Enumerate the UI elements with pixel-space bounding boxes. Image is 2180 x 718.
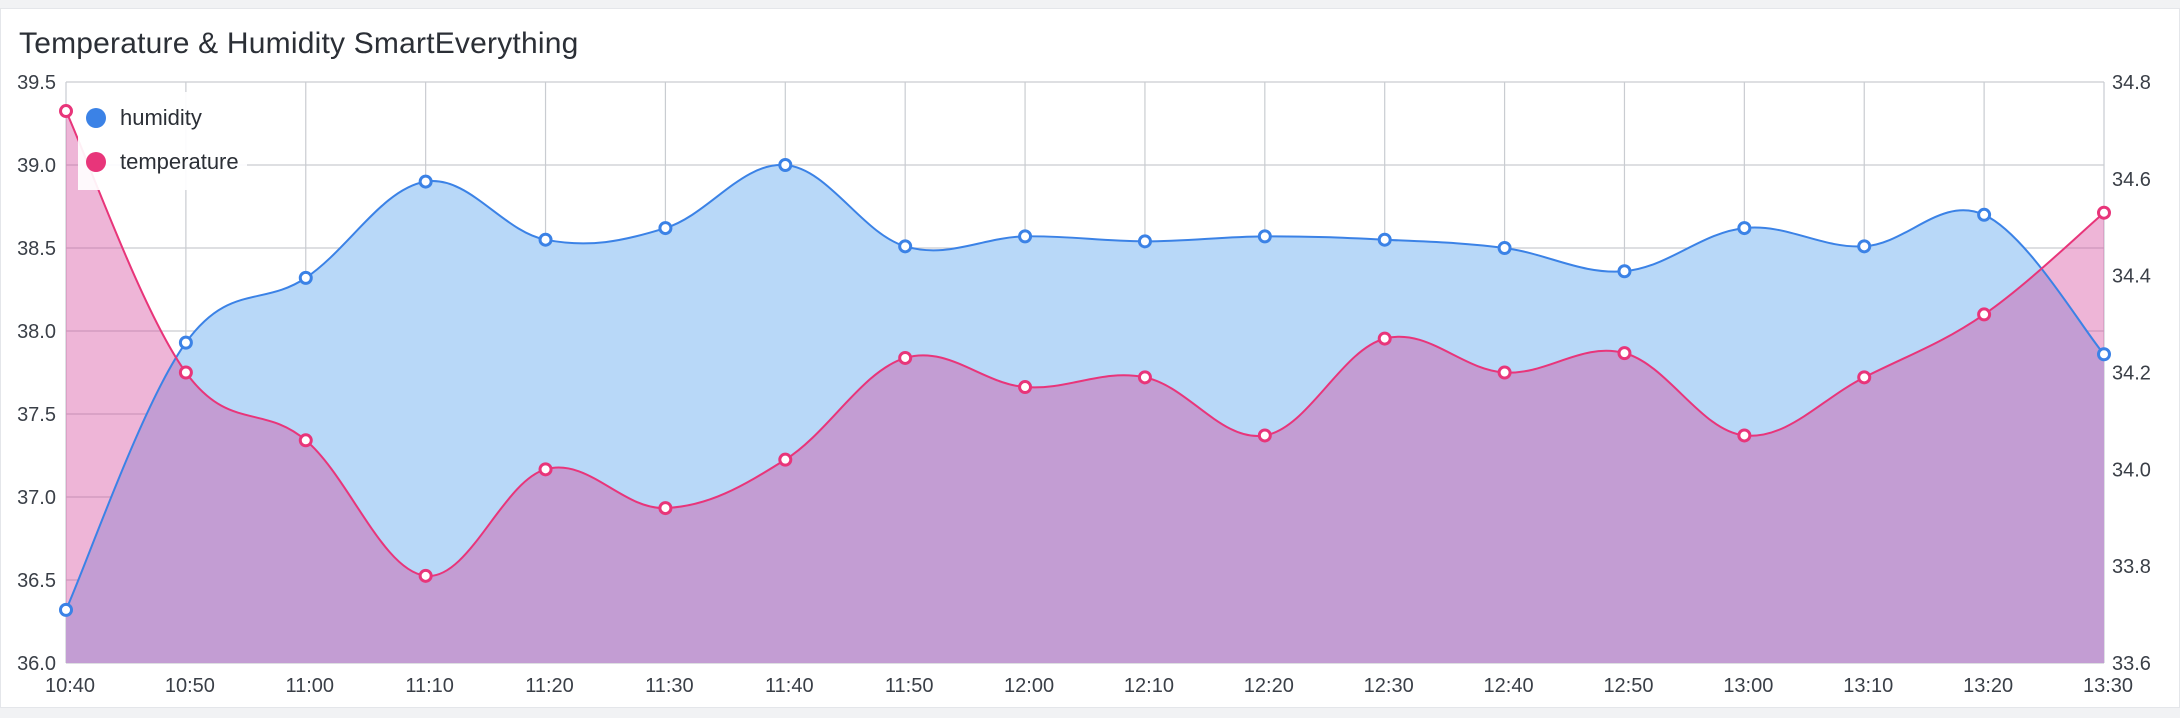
point-temperature [1497, 365, 1512, 380]
point-humidity [59, 602, 73, 617]
x-axis-tick-label: 13:20 [1963, 675, 2013, 697]
chart-legend: humidity temperature [78, 92, 247, 190]
x-axis-tick-label: 11:40 [765, 675, 814, 697]
y-axis-right-tick-label: 34.8 [2112, 72, 2151, 94]
point-temperature [898, 350, 913, 365]
point-temperature [1857, 370, 1872, 385]
point-temperature [1617, 346, 1632, 361]
point-temperature [1257, 428, 1272, 443]
point-temperature [418, 568, 433, 583]
x-axis-tick-label: 13:30 [2083, 675, 2133, 697]
y-axis-right-tick-label: 34.0 [2112, 459, 2151, 481]
x-axis-tick-label: 11:10 [405, 675, 454, 697]
y-axis-left-tick-label: 39.0 [17, 155, 56, 177]
legend-dot-humidity [86, 108, 106, 128]
point-humidity [1617, 264, 1632, 279]
point-temperature [178, 365, 193, 380]
point-humidity [538, 232, 553, 247]
legend-item-temperature[interactable]: temperature [86, 140, 239, 184]
point-temperature [2097, 205, 2111, 220]
area-temperature [66, 111, 2104, 664]
legend-label-temperature: temperature [120, 149, 239, 174]
y-axis-right-tick-label: 34.6 [2112, 169, 2151, 191]
point-humidity [1137, 234, 1152, 249]
point-temperature [59, 104, 73, 119]
x-axis-tick-label: 12:40 [1484, 675, 1534, 697]
y-axis-left-tick-label: 36.5 [17, 570, 56, 592]
point-humidity [658, 221, 673, 236]
y-axis-left-tick-label: 37.5 [17, 404, 56, 426]
point-humidity [1497, 241, 1512, 255]
x-axis-tick-label: 12:00 [1004, 675, 1054, 697]
point-temperature [1737, 428, 1752, 443]
point-humidity [418, 174, 433, 189]
x-axis-tick-label: 10:50 [165, 675, 215, 697]
y-axis-right-tick-label: 34.4 [2112, 266, 2151, 288]
x-axis-tick-label: 12:20 [1244, 675, 1294, 697]
point-humidity [1377, 232, 1392, 247]
point-humidity [1737, 221, 1752, 236]
point-temperature [538, 462, 553, 477]
legend-item-humidity[interactable]: humidity [86, 96, 239, 140]
y-axis-left-tick-label: 38.5 [17, 238, 56, 260]
point-humidity [298, 270, 313, 285]
point-temperature [1377, 331, 1392, 346]
point-humidity [778, 158, 793, 172]
point-temperature [1018, 380, 1033, 395]
area-humidity [66, 164, 2104, 663]
point-humidity [178, 335, 193, 350]
y-axis-left-tick-label: 36.0 [17, 653, 56, 675]
point-humidity [898, 239, 913, 254]
x-axis-tick-label: 11:00 [285, 675, 334, 697]
chart-title: Temperature & Humidity SmartEverything [19, 27, 579, 60]
point-temperature [1137, 370, 1152, 385]
x-axis-tick-label: 12:50 [1603, 675, 1653, 697]
legend-label-humidity: humidity [120, 105, 202, 130]
point-temperature [658, 501, 673, 516]
x-axis-tick-label: 13:00 [1723, 675, 1773, 697]
y-axis-left-tick-label: 39.5 [17, 72, 56, 94]
x-axis-tick-label: 12:10 [1124, 675, 1174, 697]
y-axis-left-tick-label: 38.0 [17, 321, 56, 343]
point-temperature [1977, 307, 1992, 322]
y-axis-right-tick-label: 34.2 [2112, 363, 2151, 385]
legend-dot-temperature [86, 152, 106, 172]
x-axis-tick-label: 11:20 [525, 675, 574, 697]
x-axis-tick-label: 13:10 [1843, 675, 1893, 697]
point-humidity [1018, 229, 1033, 244]
point-humidity [2097, 347, 2111, 362]
y-axis-left-tick-label: 37.0 [17, 487, 56, 509]
point-temperature [298, 433, 313, 448]
y-axis-right-tick-label: 33.6 [2112, 653, 2151, 675]
point-humidity [1857, 239, 1872, 254]
x-axis-tick-label: 12:30 [1364, 675, 1414, 697]
point-humidity [1257, 229, 1272, 244]
point-temperature [778, 452, 793, 467]
point-humidity [1977, 207, 1992, 222]
x-axis-tick-label: 10:40 [45, 675, 95, 697]
y-axis-right-tick-label: 33.8 [2112, 556, 2151, 578]
x-axis-tick-label: 11:50 [885, 675, 934, 697]
x-axis-tick-label: 11:30 [645, 675, 694, 697]
